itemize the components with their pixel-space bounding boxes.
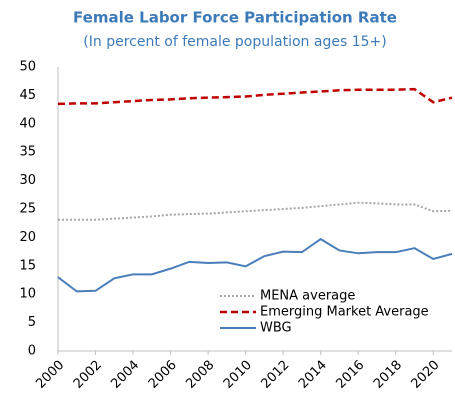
x-tick-label: 2020 [409, 358, 443, 392]
y-tick-label: 30 [19, 173, 36, 188]
x-tick-label: 2002 [71, 358, 105, 392]
x-tick-label: 2000 [33, 358, 67, 392]
legend-label: MENA average [260, 289, 355, 304]
x-tick-label: 2010 [221, 358, 255, 392]
y-tick-label: 20 [19, 230, 36, 245]
y-tick-label: 40 [19, 116, 36, 131]
y-tick-label: 50 [19, 60, 36, 75]
x-tick-label: 2004 [108, 358, 142, 392]
x-tick-label: 2014 [296, 358, 330, 392]
y-tick-label: 15 [19, 258, 36, 273]
line-series [57, 87, 453, 106]
y-tick-label: 10 [19, 287, 36, 302]
chart-subtitle: (In percent of female population ages 15… [83, 34, 386, 50]
x-tick-label: 2012 [258, 358, 292, 392]
legend-label: WBG [260, 321, 292, 336]
x-tick-label: 2016 [333, 358, 367, 392]
legend-label: Emerging Market Average [260, 305, 429, 320]
x-tick-label: 2018 [371, 358, 405, 392]
x-tick-label: 2008 [183, 358, 217, 392]
y-tick-label: 35 [19, 145, 36, 160]
y-tick-label: 0 [28, 344, 36, 359]
line-series [58, 201, 453, 221]
y-tick-label: 25 [19, 202, 36, 217]
chart-title: Female Labor Force Participation Rate [73, 9, 397, 27]
x-tick-label: 2006 [146, 358, 180, 392]
y-tick-label: 45 [19, 88, 36, 103]
line-series [57, 237, 453, 293]
y-tick-label: 5 [28, 315, 36, 330]
